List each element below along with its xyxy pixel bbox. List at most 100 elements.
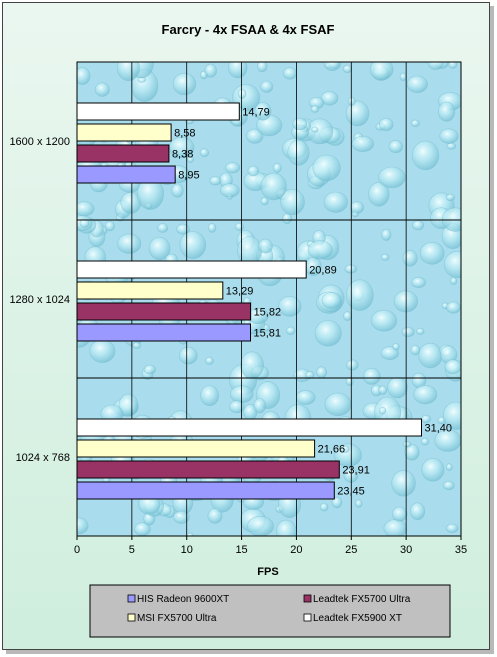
water-drop — [355, 499, 363, 508]
x-tick-label: 30 — [400, 544, 412, 556]
data-label: 31,40 — [425, 423, 453, 435]
water-drop — [234, 222, 245, 232]
water-drop — [282, 213, 293, 224]
water-drop — [187, 155, 194, 163]
legend-swatch — [127, 594, 136, 603]
water-drop — [378, 406, 387, 415]
water-drop — [412, 220, 425, 231]
water-drop — [282, 67, 297, 80]
water-drop — [351, 135, 374, 152]
water-drop — [257, 62, 268, 73]
water-drop — [421, 458, 445, 482]
water-drop — [246, 128, 264, 144]
water-drop — [344, 264, 357, 274]
water-drop — [132, 342, 142, 349]
water-drop — [240, 351, 264, 379]
legend-entry: Leadtek FX5900 XT — [313, 613, 402, 624]
water-drop — [444, 359, 461, 375]
data-label: 15,82 — [254, 307, 282, 319]
water-drop — [205, 356, 214, 365]
water-drop — [286, 326, 296, 335]
x-tick-label: 35 — [455, 544, 467, 556]
data-label: 20,89 — [309, 265, 337, 277]
water-drop — [442, 401, 461, 430]
water-drop — [406, 75, 428, 93]
water-drop — [260, 172, 287, 201]
water-drop — [392, 506, 408, 522]
water-drop — [311, 126, 319, 133]
water-drop — [381, 253, 390, 261]
water-drop — [380, 346, 399, 361]
water-drop — [411, 276, 426, 288]
water-drop — [420, 437, 430, 446]
water-drop — [278, 295, 302, 317]
water-drop — [387, 377, 408, 399]
data-label: 13,29 — [226, 286, 254, 298]
x-axis-label: FPS — [257, 566, 278, 578]
data-label: 8,95 — [178, 170, 199, 182]
category-labels: 1600 x 1200 1280 x 1024 1024 x 768 — [9, 136, 70, 464]
water-drop — [446, 301, 461, 314]
water-drop — [229, 400, 245, 414]
x-tick-label: 0 — [74, 544, 80, 556]
legend-swatch — [127, 613, 136, 622]
data-label: 15,81 — [253, 328, 281, 340]
water-drop — [419, 242, 445, 265]
water-drop — [207, 508, 223, 524]
water-drop — [349, 201, 365, 214]
water-drop — [186, 532, 194, 536]
water-drop — [346, 359, 359, 371]
water-drop — [416, 327, 425, 335]
legend-swatch — [303, 613, 312, 622]
water-drop — [94, 82, 110, 97]
water-drop — [247, 165, 260, 177]
bar — [76, 481, 335, 500]
water-drop — [118, 393, 139, 417]
water-drop — [104, 221, 115, 232]
water-drop — [314, 320, 342, 347]
water-drop — [200, 385, 220, 407]
water-drop — [347, 96, 356, 106]
x-tick-label: 20 — [290, 544, 302, 556]
water-drop — [340, 445, 350, 453]
water-drop — [316, 366, 327, 379]
water-drop — [247, 516, 274, 536]
bar — [76, 123, 172, 142]
water-drop — [254, 102, 272, 121]
water-drop — [207, 223, 217, 233]
data-label: 23,45 — [337, 486, 365, 498]
water-drop — [276, 519, 297, 536]
water-drop — [321, 292, 342, 309]
water-drop — [404, 444, 420, 461]
water-drop — [381, 228, 392, 241]
water-drop — [383, 519, 407, 536]
water-drop — [446, 523, 459, 533]
water-drop — [443, 250, 461, 279]
bars — [76, 102, 422, 500]
data-label: 21,66 — [318, 444, 346, 456]
water-drop — [77, 67, 91, 85]
water-drop — [439, 128, 459, 144]
bar — [76, 418, 422, 437]
water-drop — [446, 142, 456, 150]
water-drop — [179, 231, 207, 260]
water-drop — [79, 218, 90, 228]
category-label: 1280 x 1024 — [9, 294, 70, 306]
legend: HIS Radeon 9600XT Leadtek FX5700 Ultra MSI… — [89, 584, 451, 638]
water-drop — [319, 502, 329, 512]
bar — [76, 260, 307, 279]
water-drop — [260, 197, 269, 206]
water-drop — [220, 183, 240, 198]
water-drop — [176, 223, 190, 235]
water-drop — [237, 88, 247, 99]
data-label: 8,38 — [172, 149, 193, 161]
water-drop — [402, 250, 418, 267]
x-tick-label: 25 — [345, 544, 357, 556]
water-drop — [399, 72, 407, 82]
data-label: 23,91 — [342, 465, 370, 477]
water-drop — [323, 62, 341, 71]
water-drop — [323, 191, 348, 213]
water-drop — [324, 392, 352, 417]
